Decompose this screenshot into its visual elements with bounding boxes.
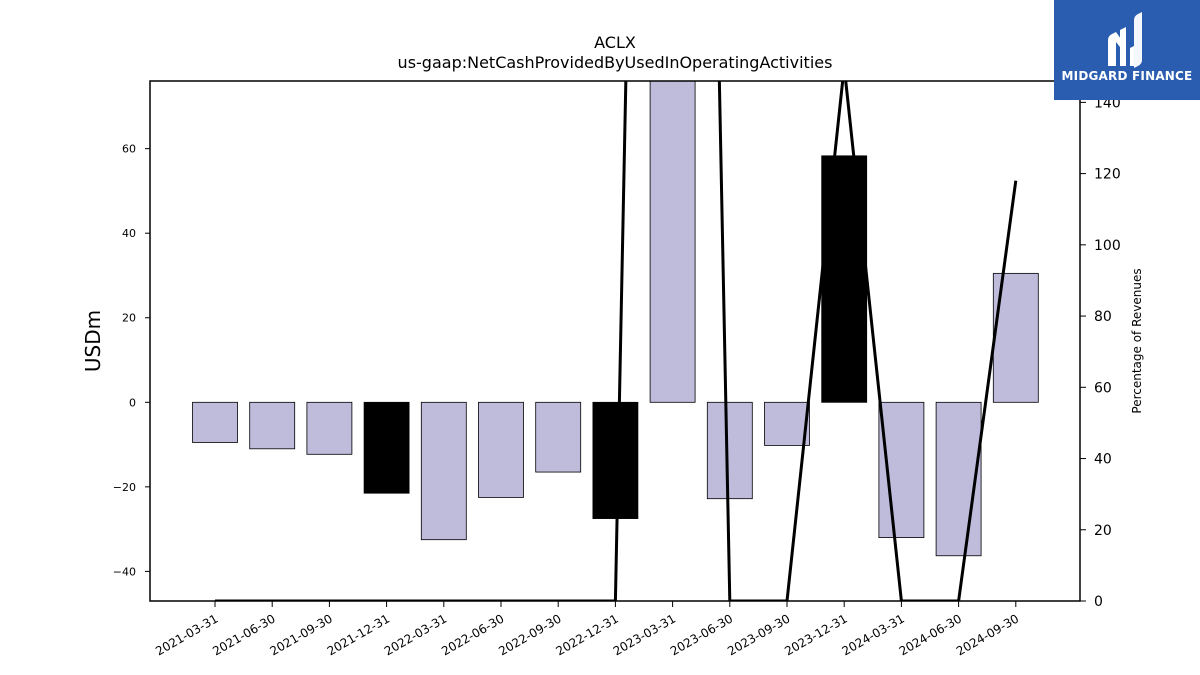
midgard-logo-icon (1108, 12, 1142, 68)
x-tick-label: 2023-03-31 (611, 611, 678, 658)
bar (764, 401, 810, 446)
y2-tick-label: 40 (1094, 452, 1112, 468)
logo-text: MIDGARD FINANCE (1061, 69, 1193, 83)
y2-tick-label: 60 (1094, 380, 1112, 396)
bar (478, 401, 524, 498)
x-tick-label: 2021-09-30 (267, 611, 334, 658)
x-tick-label: 2022-09-30 (496, 611, 563, 658)
x-tick-label: 2024-09-30 (954, 611, 1021, 658)
bar-group (192, 81, 1039, 557)
y-axis-label: USDm (81, 310, 105, 372)
logo-badge: MIDGARD FINANCE (1054, 0, 1200, 100)
bar (420, 401, 467, 541)
bar (649, 81, 696, 403)
y-tick-label: 60 (122, 143, 136, 156)
y2-tick-label: 100 (1094, 238, 1121, 254)
x-tick-label: 2024-06-30 (897, 611, 964, 658)
x-tick-label: 2023-09-30 (725, 611, 792, 658)
bar (592, 401, 639, 519)
bar (535, 401, 582, 473)
x-axis: 2021-03-312021-06-302021-09-302021-12-31… (153, 601, 1021, 658)
x-tick-label: 2022-12-31 (553, 611, 620, 658)
y-tick-label: −40 (113, 565, 136, 578)
left-axis: −40 −20 0 20 40 60 (113, 143, 150, 578)
x-tick-label: 2021-12-31 (325, 611, 392, 658)
x-tick-label: 2023-12-31 (782, 611, 849, 658)
y2-tick-label: 0 (1094, 594, 1103, 610)
y-tick-label: 40 (122, 227, 136, 240)
y-tick-label: 0 (129, 396, 136, 409)
chart-title: ACLX (594, 33, 636, 52)
y2-tick-label: 120 (1094, 167, 1121, 183)
chart-subtitle: us-gaap:NetCashProvidedByUsedInOperating… (398, 53, 833, 72)
y-tick-label: −20 (113, 481, 136, 494)
bar (878, 401, 925, 538)
x-tick-label: 2021-06-30 (210, 611, 277, 658)
x-tick-label: 2021-03-31 (153, 611, 220, 658)
line-group (215, 81, 1018, 601)
bar (821, 155, 868, 403)
bar (192, 401, 238, 443)
y2-tick-label: 20 (1094, 523, 1112, 539)
bar (935, 401, 982, 557)
x-tick-label: 2022-06-30 (439, 611, 506, 658)
y2-axis-label: Percentage of Revenues (1130, 268, 1144, 413)
bar (363, 401, 410, 494)
y2-tick-label: 80 (1094, 309, 1112, 325)
bar (249, 401, 296, 450)
y-tick-label: 20 (122, 312, 136, 325)
x-tick-label: 2024-03-31 (839, 611, 906, 658)
series-line (215, 81, 1018, 601)
bar (706, 401, 753, 500)
bar (306, 401, 353, 455)
x-tick-label: 2023-06-30 (668, 611, 735, 658)
x-tick-label: 2022-03-31 (382, 611, 449, 658)
